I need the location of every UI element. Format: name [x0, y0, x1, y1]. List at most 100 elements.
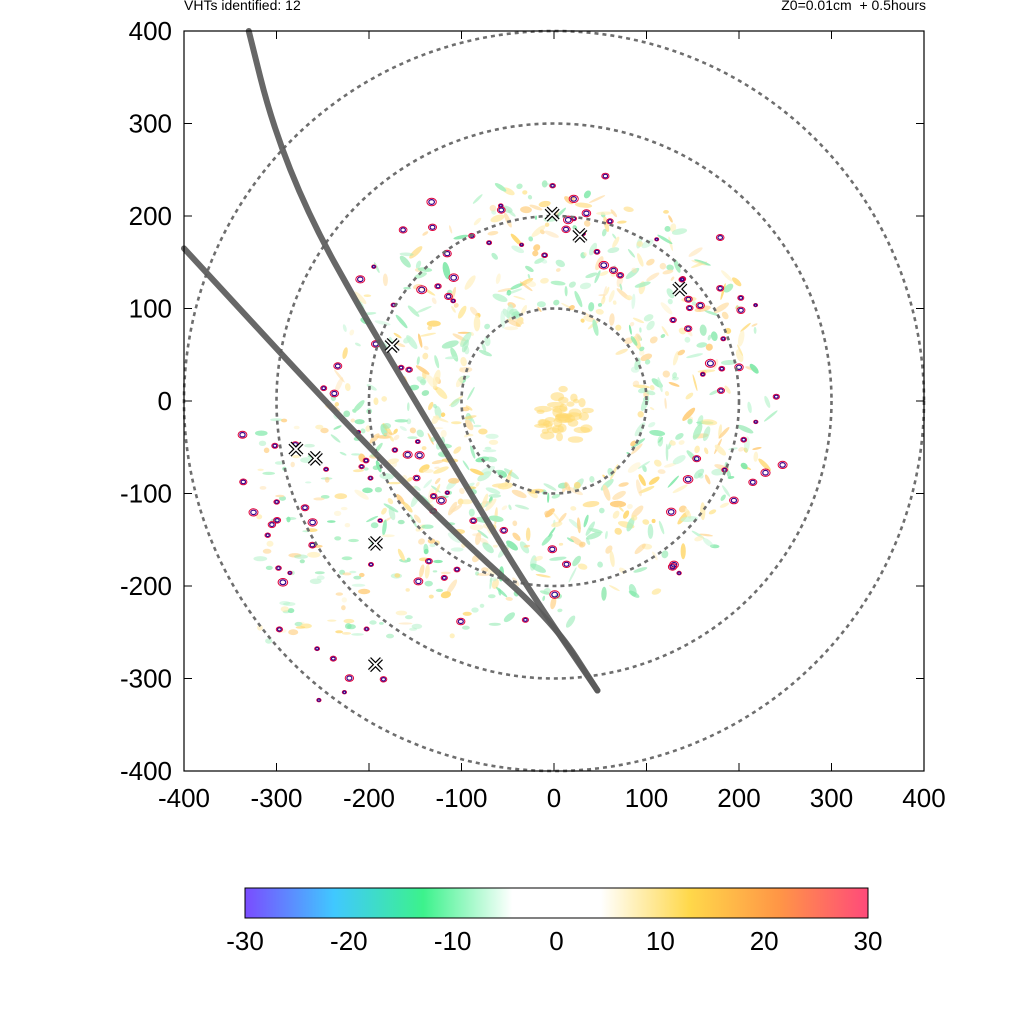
field-blob — [583, 252, 587, 257]
field-blob — [403, 336, 411, 344]
center-swirl — [551, 424, 564, 434]
field-blob — [637, 411, 644, 418]
contour-loop — [363, 458, 369, 463]
field-blob — [636, 241, 644, 247]
contour-loop — [368, 476, 373, 481]
field-blob — [504, 326, 519, 331]
field-blob — [416, 306, 432, 313]
field-blob — [258, 440, 267, 446]
field-blob — [484, 323, 491, 330]
field-blob — [257, 468, 264, 471]
field-blob — [557, 608, 563, 613]
contour-loop — [363, 626, 370, 632]
colorbar-tick-label: 20 — [750, 926, 779, 956]
range-rings — [182, 29, 926, 773]
field-blob — [432, 570, 438, 573]
field-blob — [382, 273, 388, 287]
contour-loop — [398, 226, 408, 234]
field-blob — [700, 419, 718, 426]
x-tick-label: 400 — [902, 783, 945, 813]
field-blob — [307, 551, 321, 558]
field-blob — [614, 527, 622, 535]
vht-marker-stroke — [573, 228, 587, 243]
run-info-label: Z0=0.01cm + 0.5hours — [781, 0, 926, 13]
contour-loop — [729, 496, 739, 505]
contour-loop — [453, 566, 461, 573]
contour-loop — [748, 478, 758, 486]
field-blob — [465, 419, 474, 431]
x-tick-label: 100 — [625, 783, 668, 813]
contour-loop — [414, 439, 421, 445]
field-blob — [694, 259, 711, 266]
field-blob — [702, 538, 714, 548]
field-blob — [609, 500, 627, 508]
field-blob — [612, 510, 620, 519]
contour-loop — [405, 366, 413, 373]
field-blob — [262, 471, 276, 475]
field-blob — [375, 460, 382, 473]
contour-loop — [330, 656, 336, 661]
field-blob — [732, 277, 742, 287]
contour-loop — [362, 457, 370, 464]
field-blob — [491, 210, 497, 215]
contour-loop — [563, 215, 574, 225]
field-blob — [533, 244, 541, 251]
field-blob — [351, 453, 361, 456]
field-blob — [592, 319, 599, 336]
field-blob — [387, 498, 394, 505]
field-blob — [737, 344, 743, 357]
contour-loop — [272, 443, 278, 448]
center-swirl — [536, 409, 545, 414]
field-blob — [469, 524, 484, 531]
field-blob — [366, 515, 379, 523]
field-blob — [447, 532, 462, 543]
field-blob — [634, 281, 651, 288]
contour-loop — [457, 618, 464, 625]
contour-loop — [685, 296, 692, 302]
field-blob — [553, 299, 560, 306]
contour-loop — [581, 209, 592, 218]
field-blob — [660, 302, 673, 315]
contour-loop — [273, 499, 281, 505]
field-blob — [671, 228, 688, 235]
contour-loop — [402, 450, 413, 459]
contour-loop — [549, 546, 556, 553]
field-blob — [551, 521, 563, 528]
field-blob — [330, 434, 341, 443]
field-blob — [509, 308, 518, 316]
range-ring — [367, 214, 741, 588]
contour-loop — [391, 447, 399, 453]
field-blob — [700, 502, 706, 521]
field-blob — [399, 255, 411, 268]
field-blob — [402, 501, 413, 513]
contour-loop — [377, 518, 384, 523]
field-blob — [718, 426, 730, 439]
field-blob — [353, 575, 362, 580]
field-blob — [612, 490, 626, 500]
field-blob — [387, 481, 402, 485]
field-blob — [585, 272, 598, 279]
field-blob — [419, 564, 425, 578]
contour-loop — [440, 574, 448, 581]
field-blob — [723, 283, 734, 293]
contour-loop — [470, 518, 476, 524]
vht-marker — [288, 441, 304, 457]
field-blob — [503, 612, 515, 623]
field-blob — [469, 468, 484, 476]
field-blob — [366, 384, 377, 391]
contour-loop — [737, 307, 744, 313]
field-blob — [450, 504, 463, 513]
field-blob — [450, 347, 459, 362]
field-blob — [416, 429, 424, 438]
field-blob — [442, 261, 451, 280]
field-blob — [638, 485, 655, 494]
contour-loop — [718, 388, 724, 393]
field-blob — [692, 423, 703, 440]
field-blob — [675, 432, 684, 440]
field-blob — [662, 269, 674, 275]
contour-loop — [563, 561, 570, 567]
contour-loop — [368, 562, 374, 567]
field-blob — [658, 520, 665, 535]
field-blob — [534, 257, 545, 264]
field-blob — [696, 342, 708, 348]
